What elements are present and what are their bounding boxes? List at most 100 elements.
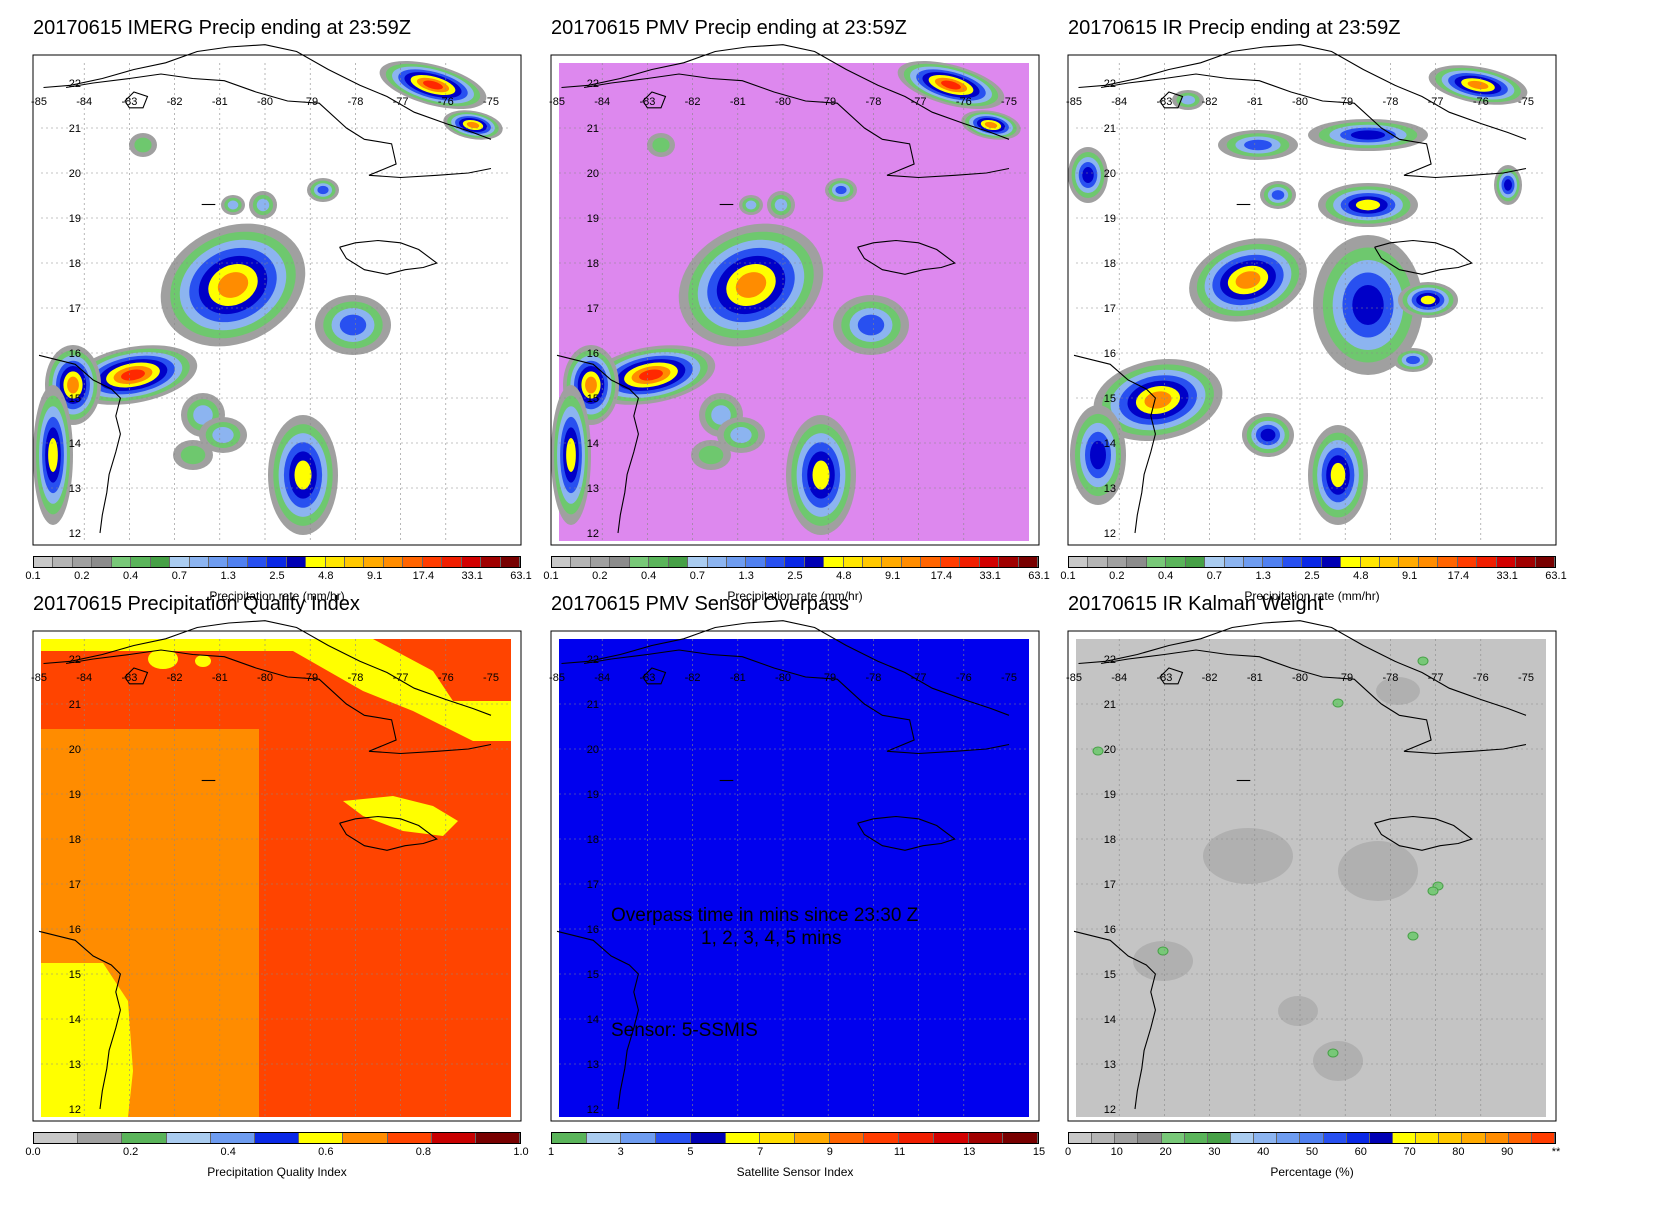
colorbar-swatch <box>656 1133 691 1143</box>
overpass-map: -85 -84 -83 -82 -81 -80 -79 -78 -77 -76 -75 12 13 14 1… <box>549 620 1040 1122</box>
lon-label: -76 <box>438 672 454 684</box>
precip-cell <box>1271 190 1285 200</box>
coastlines <box>38 620 492 1110</box>
lon-label: -83 <box>121 96 137 108</box>
lat-label: 13 <box>69 1059 81 1071</box>
lat-label: 15 <box>69 969 81 981</box>
lat-label: 12 <box>69 1104 81 1116</box>
colorbar-swatch <box>726 557 747 567</box>
colorbar-swatch <box>1205 557 1225 567</box>
colorbar-swatch <box>882 557 902 567</box>
weight-cell <box>1203 828 1293 884</box>
lon-label: -84 <box>1111 96 1127 108</box>
colorbar-swatch <box>829 1133 865 1143</box>
lon-label: -83 <box>121 672 137 684</box>
colorbar-swatch <box>1439 1133 1463 1143</box>
lon-label: -82 <box>167 672 183 684</box>
precip-field <box>551 61 1021 535</box>
colorbar-swatch <box>403 557 423 567</box>
lat-label: 12 <box>1104 1104 1116 1116</box>
coastline-cuba <box>1078 620 1527 716</box>
colorbar-swatch <box>901 557 922 567</box>
colorbar-swatch <box>1207 1133 1231 1143</box>
lat-label: 17 <box>1104 303 1116 315</box>
lat-label: 14 <box>587 438 599 450</box>
precip-cell <box>984 121 998 129</box>
colorbar-swatch <box>1360 557 1380 567</box>
colorbar-tick-label: 9.1 <box>366 570 383 582</box>
colorbar-swatch <box>1321 557 1342 567</box>
colorbar-swatch <box>53 557 73 567</box>
lat-label: 17 <box>69 303 81 315</box>
precip-map: -85 -84 -83 -82 -81 -80 -79 -78 -77 -76 -75 12 13 14 1… <box>549 44 1040 546</box>
colorbar-swatch <box>1127 557 1147 567</box>
lat-lon-grid <box>1076 63 1546 541</box>
colorbar-swatch <box>1115 1133 1139 1143</box>
coastline-cubaS <box>584 73 1010 179</box>
precip-cell <box>294 460 312 490</box>
lon-label: -80 <box>775 96 791 108</box>
lon-label: -80 <box>1292 672 1308 684</box>
precip-cell <box>180 445 206 465</box>
lon-label: -75 <box>1001 96 1017 108</box>
lat-label: 20 <box>69 744 81 756</box>
colorbar-swatch <box>343 1133 388 1143</box>
colorbar-label: Precipitation rate (mm/hr) <box>1244 589 1380 603</box>
colorbar <box>1068 556 1556 568</box>
lat-label: 21 <box>587 123 599 135</box>
precip-cell <box>256 198 270 212</box>
weight-cell <box>1313 1041 1363 1081</box>
colorbar-tick-label: 2.5 <box>269 570 285 582</box>
coastline-honduras <box>556 354 640 534</box>
lon-label: -81 <box>1247 672 1263 684</box>
colorbar-tick-label: 0.1 <box>25 570 41 582</box>
weight-cell <box>1332 698 1344 708</box>
precip-cell <box>134 137 152 153</box>
panel-pmv-precip: 20170615 PMV Precip ending at 23:59Z -85… <box>543 0 1088 603</box>
colorbar <box>551 1132 1039 1144</box>
lon-label: -84 <box>76 672 92 684</box>
colorbar-tick-label: 0.1 <box>543 570 559 582</box>
coastlines <box>556 620 1010 1110</box>
weight-cell <box>1376 677 1420 705</box>
colorbar-swatch <box>979 557 1000 567</box>
precip-cell <box>339 314 367 336</box>
colorbar-ticks: 0.1 0.2 0.4 0.7 1.3 2.5 4.8 9.1 17.4 33.1 63.1 <box>25 570 531 584</box>
colorbar-tick-label: 0.7 <box>689 570 706 582</box>
map-frame <box>550 630 1040 1122</box>
coastline-isla <box>642 91 667 109</box>
lon-label: -85 <box>31 96 47 108</box>
precip-cell <box>835 185 847 195</box>
lat-label: 19 <box>587 789 599 801</box>
lon-label: -84 <box>594 96 610 108</box>
overpass-mins-text: 1, 2, 3, 4, 5 mins <box>701 928 841 949</box>
lon-label: -75 <box>483 672 499 684</box>
lon-label: -82 <box>1202 672 1218 684</box>
precip-cell <box>1355 199 1381 211</box>
map-frame <box>32 54 522 546</box>
colorbar-swatch <box>1462 1133 1486 1143</box>
colorbar-swatch <box>111 557 132 567</box>
lon-label: -85 <box>549 672 565 684</box>
colorbar-label: Satellite Sensor Index <box>736 1165 854 1179</box>
lon-label: -78 <box>1382 672 1398 684</box>
precip-cell <box>566 438 576 472</box>
precip-cell <box>745 200 757 210</box>
colorbar-swatch <box>475 1133 521 1143</box>
lat-label: 21 <box>1104 123 1116 135</box>
colorbar <box>551 556 1039 568</box>
colorbar-ticks: 0.0 0.2 0.4 0.6 0.8 1.0 <box>25 1146 528 1160</box>
map-background <box>1076 639 1546 1117</box>
colorbar-swatch <box>150 557 171 567</box>
weight-cell <box>1338 841 1418 901</box>
colorbar-swatch <box>1341 557 1361 567</box>
lon-label: -83 <box>639 96 655 108</box>
coastline-jamaica <box>339 815 438 851</box>
lon-label: -78 <box>347 96 363 108</box>
lon-label: -85 <box>31 672 47 684</box>
precip-map: -85 -84 -83 -82 -81 -80 -79 -78 -77 -76 -75 12 13 14 1… <box>31 44 522 546</box>
lat-label: 22 <box>1104 78 1116 90</box>
colorbar-tick-label: 2.5 <box>1304 570 1320 582</box>
coastline-isla <box>1159 667 1184 685</box>
lon-label: -80 <box>775 672 791 684</box>
